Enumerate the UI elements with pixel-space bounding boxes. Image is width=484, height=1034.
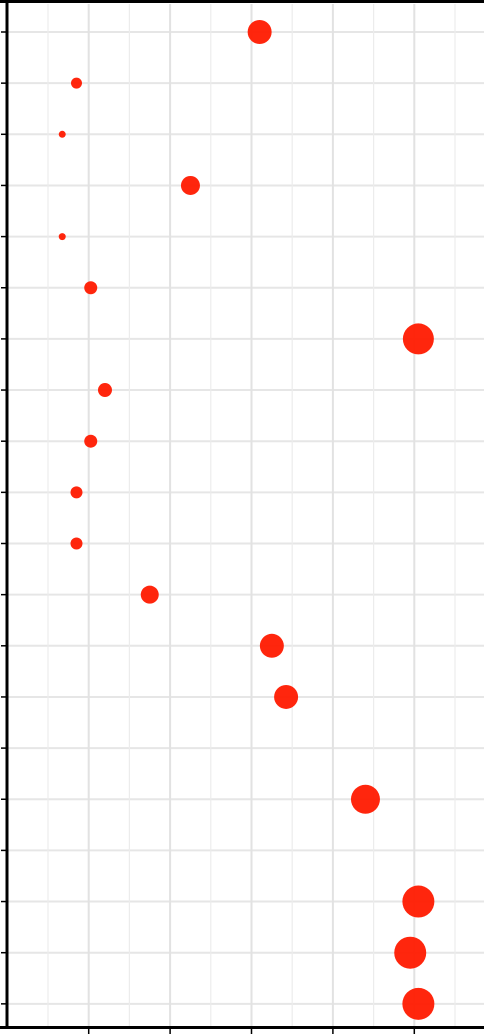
data-point bbox=[70, 537, 83, 550]
data-point bbox=[274, 684, 299, 709]
data-point bbox=[70, 77, 82, 89]
data-point bbox=[402, 885, 435, 918]
data-point bbox=[58, 130, 66, 138]
data-point bbox=[247, 20, 272, 44]
data-point bbox=[180, 175, 200, 195]
data-point bbox=[402, 323, 434, 355]
data-point bbox=[58, 233, 66, 241]
data-points bbox=[58, 20, 435, 1020]
data-point bbox=[394, 936, 427, 969]
data-point bbox=[84, 434, 98, 448]
data-point bbox=[402, 987, 435, 1020]
data-point bbox=[259, 633, 284, 658]
data-point bbox=[350, 784, 380, 814]
data-point bbox=[84, 281, 98, 295]
data-point bbox=[70, 486, 83, 499]
data-point bbox=[140, 585, 159, 604]
data-point bbox=[97, 383, 112, 398]
